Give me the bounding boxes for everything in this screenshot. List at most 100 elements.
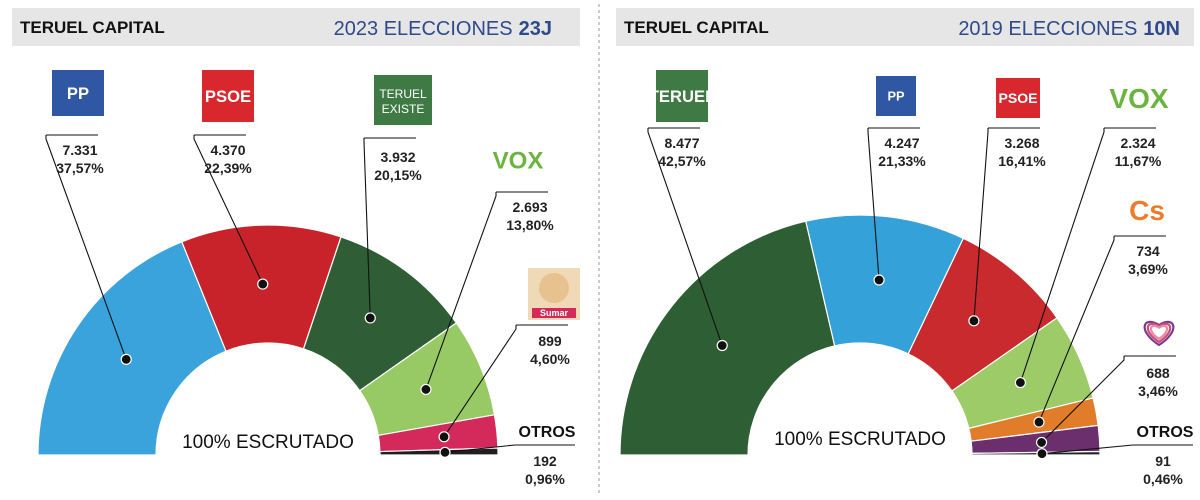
label-pp: 7.331 37,57% PP — [45, 70, 132, 365]
teruel-existe-logo-text: TERUEL — [379, 87, 427, 101]
votes-label: 7.331 — [62, 142, 97, 158]
label-otros: OTROS 192 0,96% — [439, 424, 576, 487]
slice-teruel-existe — [619, 220, 836, 456]
others-label: OTROS — [519, 424, 576, 441]
slice-marker — [1036, 448, 1048, 460]
leader-line — [45, 134, 127, 360]
donut-2023 — [37, 224, 499, 456]
label-psoe: 4.370 22,39% PSOE — [193, 70, 269, 290]
psoe-logo-text: PSOE — [998, 90, 1037, 106]
donut-2019 — [619, 214, 1101, 456]
psoe-logo-bg — [996, 78, 1040, 118]
percent-label: 21,33% — [878, 153, 926, 169]
slice-marker — [120, 353, 132, 365]
header-election: 2019 ELECCIONES 10N — [958, 18, 1180, 40]
votes-label: 899 — [538, 333, 562, 349]
psoe-logo: PSOE — [996, 78, 1040, 118]
psoe-logo: PSOE — [202, 70, 254, 122]
scrutiny-label: 100% ESCRUTADO — [774, 429, 946, 450]
header-election-code: 10N — [1143, 18, 1180, 40]
sumar-logo-text: Sumar — [540, 308, 569, 318]
slice-marker — [257, 278, 269, 290]
panel-2023: TERUEL CAPITAL 2023 ELECCIONES 23J 7.331 3… — [12, 8, 580, 487]
leader-line — [1041, 444, 1193, 455]
percent-label: 37,57% — [56, 160, 104, 176]
scrutiny-label: 100% ESCRUTADO — [182, 432, 354, 453]
percent-label: 4,60% — [530, 351, 570, 367]
psoe-logo-text: PSOE — [205, 87, 251, 106]
percent-label: 11,67% — [1115, 153, 1162, 169]
slice-marker — [968, 315, 980, 327]
sumar-badge — [532, 308, 576, 318]
portrait-icon — [539, 273, 569, 303]
votes-label: 3.268 — [1004, 135, 1039, 151]
header-election: 2023 ELECCIONES 23J — [334, 18, 552, 40]
percent-label: 0,96% — [525, 471, 565, 487]
percent-label: 0,46% — [1143, 471, 1183, 487]
heart-icon — [1143, 320, 1175, 347]
votes-label: 192 — [533, 453, 557, 469]
percent-label: 13,80% — [506, 217, 554, 233]
label-unidas-podemos: 688 3,46% — [1035, 320, 1178, 449]
vox-logo-text: VOX — [493, 148, 544, 175]
header-election-prefix: 2023 ELECCIONES — [334, 18, 513, 40]
percent-label: 20,15% — [374, 167, 422, 183]
leader-line — [443, 324, 568, 438]
slice-marker — [1033, 416, 1045, 428]
cs-logo: Cs — [1129, 195, 1165, 226]
votes-label: 4.370 — [210, 142, 245, 158]
teruel-existe-logo-text2: EXISTE — [382, 102, 425, 116]
pp-logo-text: PP — [67, 84, 89, 103]
header-bar — [616, 8, 1194, 46]
slice-otros — [971, 450, 1101, 456]
label-vox: 2.324 11,67% VOX — [1014, 83, 1169, 389]
leader-line — [1019, 127, 1156, 383]
slice-marker — [438, 431, 450, 443]
percent-label: 3,46% — [1138, 383, 1178, 399]
leader-line — [363, 137, 416, 318]
label-teruel-existe: 8.477 42,57% TERUEL — [647, 70, 728, 352]
panel-2019: TERUEL CAPITAL 2019 ELECCIONES 10N 8.477 4… — [616, 8, 1194, 487]
psoe-logo-bg — [202, 70, 254, 122]
votes-label: 91 — [1155, 453, 1171, 469]
votes-label: 2.693 — [512, 199, 547, 215]
heart-icon — [1146, 322, 1172, 344]
label-cs: 734 3,69% Cs — [1033, 195, 1168, 428]
votes-label: 8.477 — [664, 135, 699, 151]
heart-icon — [1149, 324, 1169, 341]
leader-line — [193, 134, 264, 285]
slice-marker — [364, 312, 376, 324]
leader-line — [425, 191, 548, 390]
percent-label: 42,57% — [658, 153, 706, 169]
label-vox: 2.693 13,80% VOX — [420, 148, 554, 396]
leader-line — [1038, 235, 1166, 423]
others-label: OTROS — [1137, 424, 1194, 441]
slice-marker — [873, 274, 885, 286]
leader-line — [973, 127, 1040, 321]
sumar-logo: Sumar — [528, 268, 580, 320]
percent-label: 22,39% — [204, 160, 252, 176]
slice-marker — [439, 446, 451, 458]
pp-logo: PP — [876, 76, 916, 116]
pp-logo: PP — [52, 70, 104, 116]
votes-label: 2.324 — [1120, 135, 1155, 151]
pp-logo-bg — [52, 70, 104, 116]
votes-label: 4.247 — [884, 135, 919, 151]
teruel-existe-logo: TERUEL — [649, 70, 716, 122]
percent-label: 16,41% — [998, 153, 1046, 169]
teruel-existe-logo-text: TERUEL — [649, 87, 716, 106]
pp-logo-bg — [876, 76, 916, 116]
votes-label: 734 — [1136, 243, 1160, 259]
vox-logo-text: VOX — [1109, 83, 1168, 114]
slice-marker — [1014, 376, 1027, 389]
header-location: TERUEL CAPITAL — [624, 18, 769, 37]
header-election-code: 23J — [519, 18, 552, 40]
teruel-existe-logo-bg — [374, 75, 432, 125]
leader-line — [867, 127, 920, 281]
header-bar — [12, 8, 580, 46]
leader-line — [444, 444, 575, 453]
label-psoe: 3.268 16,41% PSOE — [968, 78, 1046, 327]
